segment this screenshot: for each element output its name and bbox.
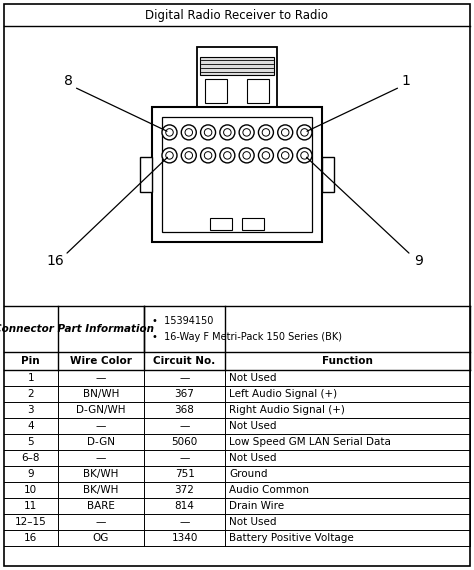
Circle shape — [224, 129, 231, 136]
Circle shape — [262, 129, 270, 136]
Bar — [322, 157, 334, 192]
Bar — [205, 79, 227, 103]
Text: Not Used: Not Used — [229, 373, 277, 383]
Circle shape — [278, 125, 293, 140]
Text: BN/WH: BN/WH — [82, 389, 119, 399]
Circle shape — [181, 148, 196, 163]
Circle shape — [262, 152, 270, 159]
Text: Low Speed GM LAN Serial Data: Low Speed GM LAN Serial Data — [229, 437, 391, 447]
Circle shape — [224, 152, 231, 159]
Bar — [140, 157, 152, 192]
Bar — [242, 218, 264, 230]
Text: 814: 814 — [174, 501, 194, 511]
Text: •  15394150: • 15394150 — [152, 316, 213, 326]
Text: 16: 16 — [46, 254, 64, 268]
Text: OG: OG — [92, 533, 109, 543]
Circle shape — [201, 148, 216, 163]
Text: 12–15: 12–15 — [15, 517, 46, 527]
Circle shape — [239, 148, 254, 163]
Text: Circuit No.: Circuit No. — [154, 356, 216, 366]
Text: 1340: 1340 — [172, 533, 198, 543]
Circle shape — [185, 129, 192, 136]
Bar — [210, 218, 232, 230]
Text: —: — — [95, 421, 106, 431]
Bar — [152, 107, 322, 242]
Circle shape — [162, 148, 177, 163]
Circle shape — [301, 152, 308, 159]
Circle shape — [201, 125, 216, 140]
Text: —: — — [179, 373, 190, 383]
Text: BK/WH: BK/WH — [83, 485, 118, 495]
Text: 1: 1 — [27, 373, 34, 383]
Text: 751: 751 — [174, 469, 194, 479]
Text: 372: 372 — [174, 485, 194, 495]
Circle shape — [204, 152, 212, 159]
Text: 9: 9 — [27, 469, 34, 479]
Text: Function: Function — [322, 356, 373, 366]
Text: 368: 368 — [174, 405, 194, 415]
Circle shape — [282, 152, 289, 159]
Text: —: — — [179, 517, 190, 527]
Circle shape — [162, 125, 177, 140]
Text: D-GN: D-GN — [87, 437, 115, 447]
Text: Digital Radio Receiver to Radio: Digital Radio Receiver to Radio — [146, 9, 328, 22]
Text: BARE: BARE — [87, 501, 115, 511]
Text: Battery Positive Voltage: Battery Positive Voltage — [229, 533, 354, 543]
Text: —: — — [179, 453, 190, 463]
Text: Left Audio Signal (+): Left Audio Signal (+) — [229, 389, 337, 399]
Text: •  16-Way F Metri-Pack 150 Series (BK): • 16-Way F Metri-Pack 150 Series (BK) — [152, 332, 342, 342]
Circle shape — [181, 125, 196, 140]
Circle shape — [243, 129, 250, 136]
Circle shape — [239, 125, 254, 140]
Text: —: — — [95, 453, 106, 463]
Text: Wire Color: Wire Color — [70, 356, 132, 366]
Circle shape — [278, 148, 293, 163]
Circle shape — [282, 129, 289, 136]
Circle shape — [258, 125, 273, 140]
Bar — [247, 79, 269, 103]
Text: 4: 4 — [27, 421, 34, 431]
Circle shape — [166, 152, 173, 159]
Text: —: — — [95, 517, 106, 527]
Text: Not Used: Not Used — [229, 517, 277, 527]
Text: Drain Wire: Drain Wire — [229, 501, 284, 511]
Circle shape — [220, 148, 235, 163]
Circle shape — [185, 152, 192, 159]
Bar — [197, 47, 277, 107]
Text: 16: 16 — [24, 533, 37, 543]
Text: 11: 11 — [24, 501, 37, 511]
Text: 5060: 5060 — [172, 437, 198, 447]
Text: —: — — [95, 373, 106, 383]
Text: 3: 3 — [27, 405, 34, 415]
Circle shape — [243, 152, 250, 159]
Text: Not Used: Not Used — [229, 453, 277, 463]
Circle shape — [297, 125, 312, 140]
Text: Right Audio Signal (+): Right Audio Signal (+) — [229, 405, 345, 415]
Text: Connector Part Information: Connector Part Information — [0, 324, 154, 334]
Text: 5: 5 — [27, 437, 34, 447]
Text: Not Used: Not Used — [229, 421, 277, 431]
Circle shape — [220, 125, 235, 140]
Text: Pin: Pin — [21, 356, 40, 366]
Text: BK/WH: BK/WH — [83, 469, 118, 479]
Text: Audio Common: Audio Common — [229, 485, 310, 495]
Text: Ground: Ground — [229, 469, 268, 479]
Text: 367: 367 — [174, 389, 194, 399]
Text: 1: 1 — [401, 74, 410, 88]
Text: 8: 8 — [64, 74, 73, 88]
Circle shape — [166, 129, 173, 136]
Circle shape — [258, 148, 273, 163]
Text: 10: 10 — [24, 485, 37, 495]
Text: 9: 9 — [415, 254, 423, 268]
Text: D-GN/WH: D-GN/WH — [76, 405, 126, 415]
Text: 6–8: 6–8 — [21, 453, 40, 463]
Text: 2: 2 — [27, 389, 34, 399]
Bar — [162, 117, 312, 232]
Bar — [200, 57, 274, 75]
Circle shape — [204, 129, 212, 136]
Circle shape — [301, 129, 308, 136]
Text: —: — — [179, 421, 190, 431]
Circle shape — [297, 148, 312, 163]
